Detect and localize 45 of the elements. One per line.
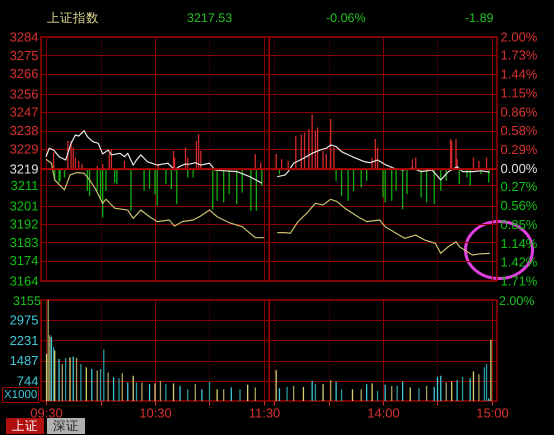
- text: 0.58%: [500, 122, 538, 138]
- y-tick-label: 3266: [10, 66, 38, 82]
- y-tick-label: 3183: [10, 234, 38, 250]
- text: 1.15%: [500, 85, 538, 100]
- x-tick-label: 15:00: [476, 406, 509, 420]
- y-tick-label: 3284: [10, 30, 38, 44]
- text: 0.00%: [500, 161, 538, 176]
- line-series: [45, 158, 265, 238]
- text: 上证: [6, 418, 44, 434]
- text: 0.86%: [500, 104, 538, 120]
- y-tick-label: 1487: [10, 353, 38, 368]
- y-tick-label: 3174: [10, 253, 38, 268]
- text: 3155: [13, 294, 41, 308]
- y-tick-label: 2975: [10, 312, 38, 328]
- y-tick-label: 3247: [10, 104, 38, 120]
- x-tick-label: 09:30: [30, 406, 63, 420]
- x-tick-label: 14:00: [367, 406, 400, 420]
- line-series: [45, 130, 262, 184]
- y-tick-label: 3201: [10, 198, 38, 214]
- y-tick-label: 744: [16, 373, 38, 388]
- text: 3217.53: [187, 11, 232, 25]
- y-tick-label: 3256: [10, 86, 38, 102]
- y-tick-label: 3192: [10, 216, 38, 232]
- text: 2.00%: [499, 294, 534, 308]
- y-tick-label: 3164: [10, 274, 38, 288]
- text: 0.56%: [500, 198, 538, 213]
- text: -1.89: [465, 11, 494, 25]
- y-tick-label: 3219: [10, 162, 38, 177]
- text: 0.27%: [500, 178, 538, 194]
- text: 1.71%: [500, 274, 538, 288]
- x-tick-label: 11:30: [248, 406, 280, 420]
- text: 2.00%: [500, 30, 538, 44]
- y-tick-label: 3275: [10, 48, 38, 63]
- y-tick-label: 3229: [10, 141, 38, 156]
- x-tick-label: 10:30: [139, 406, 172, 420]
- y-tick-label: 3238: [10, 123, 38, 138]
- text: -0.06%: [326, 11, 366, 25]
- text: X1000: [2, 387, 40, 403]
- text: 0.29%: [500, 142, 538, 157]
- y-tick-label: 2231: [10, 332, 38, 348]
- text: 1.44%: [500, 66, 538, 82]
- text: 深证: [47, 418, 85, 434]
- text: 上证指数: [47, 11, 99, 25]
- y-tick-label: 3211: [10, 178, 38, 193]
- text: 1.73%: [500, 47, 538, 62]
